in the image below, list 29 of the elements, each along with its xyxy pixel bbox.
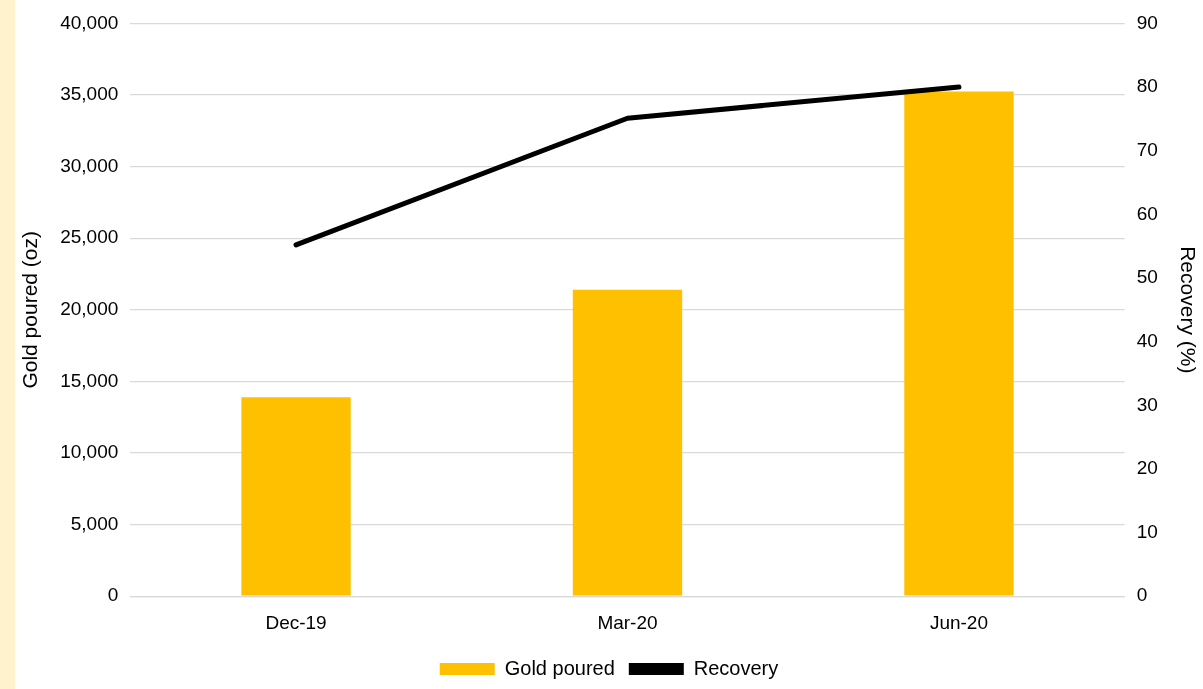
y-axis-title: Gold poured (oz) (18, 231, 42, 389)
y2-tick-label: 0 (1136, 584, 1148, 606)
y2-axis-title: Recovery (%) (1176, 246, 1200, 374)
y-tick-label: 20,000 (60, 298, 119, 320)
y-tick-label: 40,000 (60, 11, 119, 33)
legend-label: Gold poured (504, 656, 615, 679)
y-tick-label: 15,000 (60, 369, 119, 391)
y-tick-label: 25,000 (60, 226, 119, 248)
y-tick-label: 35,000 (60, 83, 119, 105)
y-tick-label: 30,000 (60, 154, 119, 176)
y2-tick-label: 10 (1136, 520, 1158, 542)
x-tick-label: Mar-20 (597, 611, 658, 633)
y-tick-label: 10,000 (60, 441, 119, 463)
y2-tick-label: 90 (1136, 11, 1158, 33)
y2-tick-label: 80 (1136, 75, 1158, 97)
bar (572, 289, 683, 596)
x-tick-label: Dec-19 (265, 611, 327, 633)
y-tick-label: 5,000 (70, 512, 119, 534)
y2-tick-label: 40 (1136, 329, 1158, 351)
bar (241, 397, 351, 596)
x-tick-label: Jun-20 (929, 611, 988, 633)
y-tick-label: 0 (107, 584, 119, 606)
y2-tick-label: 20 (1136, 457, 1158, 479)
y2-tick-label: 60 (1136, 202, 1158, 224)
legend-label: Recovery (693, 656, 779, 679)
y2-tick-label: 70 (1136, 138, 1158, 160)
y2-tick-label: 50 (1136, 266, 1158, 288)
y2-tick-label: 30 (1136, 393, 1158, 415)
bar (904, 91, 1014, 596)
